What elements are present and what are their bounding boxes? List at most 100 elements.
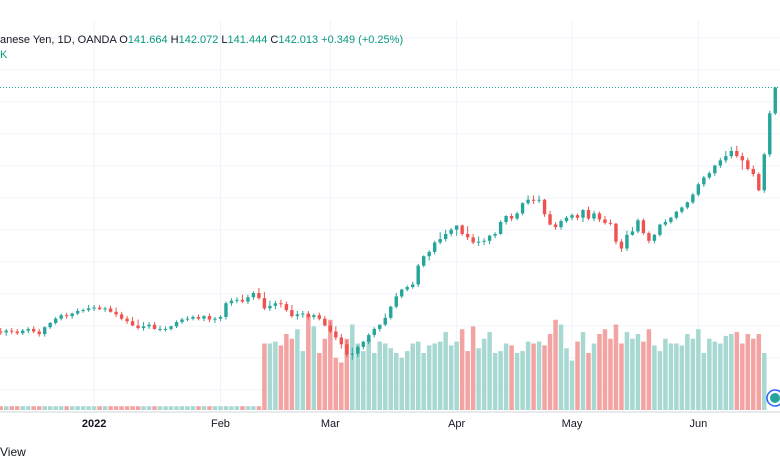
volume-bar: [723, 335, 729, 410]
volume-bar: [630, 338, 635, 410]
candle-body: [328, 325, 333, 332]
candle-body: [443, 233, 448, 240]
candle-body: [564, 217, 569, 222]
volume-bar: [569, 360, 575, 410]
candle-body: [746, 160, 750, 169]
candle-body: [92, 307, 96, 309]
volume-bar: [492, 353, 498, 410]
volume-bar: [223, 406, 229, 410]
volume-bar: [350, 324, 355, 410]
volume-bar: [31, 406, 36, 410]
volume-bar: [663, 338, 668, 410]
candle-body: [53, 318, 58, 323]
volume-bar: [712, 341, 718, 410]
volume-bar: [564, 348, 569, 410]
candle-body: [224, 303, 228, 317]
candle-body: [669, 217, 673, 222]
candle-body: [724, 156, 728, 161]
volume-bar: [597, 334, 602, 410]
footer-view-link[interactable]: View: [0, 445, 26, 459]
volume-bar: [91, 406, 97, 410]
volume-bar: [415, 341, 421, 410]
candle-body: [229, 300, 234, 304]
volume-bar: [141, 406, 146, 410]
volume-bar: [344, 338, 350, 410]
candle-body: [515, 213, 519, 219]
volume-bar: [624, 332, 630, 410]
candle-body: [81, 310, 85, 312]
candle-body: [630, 231, 635, 235]
volume-bar: [498, 351, 503, 410]
candle-body: [680, 207, 684, 212]
volume-bar: [9, 406, 14, 410]
candle-body: [108, 308, 113, 312]
change-value: +0.349 (+0.25%): [321, 34, 404, 46]
candle-body: [394, 296, 398, 307]
candle-body: [378, 324, 382, 329]
candle-body: [548, 214, 552, 225]
volume-bar: [240, 406, 245, 410]
volume-bar: [558, 324, 564, 410]
candle-body: [213, 318, 217, 320]
candle-body: [64, 315, 69, 317]
volume-bar: [734, 332, 740, 410]
candle-body: [603, 219, 607, 223]
volume-bar: [690, 338, 696, 410]
candle-body: [757, 174, 761, 191]
volume-bar: [146, 406, 152, 410]
volume-bar: [80, 406, 86, 410]
volume-bar: [20, 406, 25, 410]
volume-bar: [575, 341, 580, 410]
candle-body: [685, 202, 690, 208]
volume-bar: [531, 343, 536, 410]
volume-bar: [267, 343, 273, 410]
candle-body: [268, 305, 272, 309]
candle-body: [619, 241, 624, 249]
volume-bar: [36, 406, 42, 410]
volume-bar: [503, 343, 509, 410]
candle-body: [367, 334, 371, 342]
volume-bar: [762, 353, 767, 410]
candle-body: [191, 316, 195, 319]
candle-body: [312, 315, 316, 317]
volume-bar: [201, 406, 207, 410]
volume-bar: [102, 406, 108, 410]
x-tick-label: Jun: [689, 418, 707, 430]
volume-bar: [168, 406, 174, 410]
open-label: O: [119, 34, 128, 46]
symbol-title[interactable]: anese Yen, 1D, OANDA: [0, 34, 117, 46]
volume-bar: [481, 338, 487, 410]
candle-body: [707, 173, 712, 178]
volume-bar: [295, 329, 300, 410]
candle-body: [279, 303, 283, 305]
candle-body: [383, 317, 387, 325]
candle-body: [526, 199, 530, 204]
candle-body: [196, 316, 201, 319]
candle-body: [48, 322, 52, 328]
candle-body: [713, 165, 717, 174]
candle-body: [454, 225, 459, 230]
globe-icon[interactable]: [766, 389, 780, 407]
candle-body: [163, 328, 168, 330]
candle-body: [625, 234, 629, 249]
volume-bar: [3, 406, 9, 410]
volume-bar: [284, 334, 289, 410]
candle-body: [257, 293, 261, 299]
low-value: 141.444: [227, 34, 268, 46]
volume-bar: [251, 406, 256, 410]
volume-bar: [262, 343, 267, 410]
candle-body: [262, 298, 267, 309]
candle-body: [119, 314, 124, 319]
volume-bar: [377, 341, 383, 410]
volume-bar: [366, 338, 372, 410]
candle-body: [449, 229, 453, 234]
volume-bar: [0, 406, 3, 410]
candle-body: [147, 324, 151, 327]
volume-bar: [437, 341, 443, 410]
candle-body: [531, 199, 536, 201]
volume-bar: [190, 406, 196, 410]
volume-bar: [525, 341, 531, 410]
volume-bar: [58, 406, 64, 410]
candle-body: [21, 330, 25, 334]
